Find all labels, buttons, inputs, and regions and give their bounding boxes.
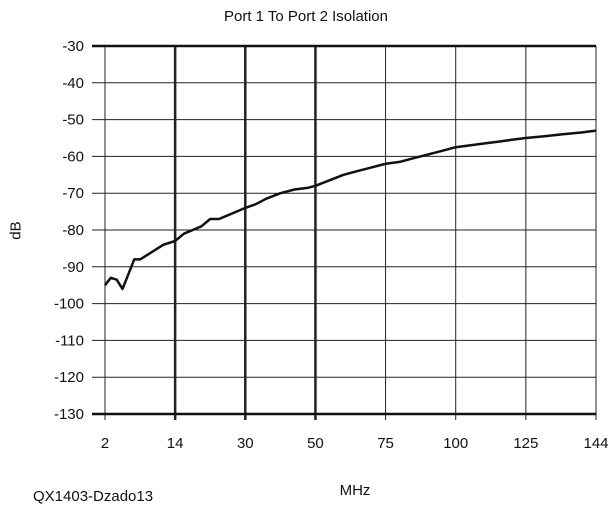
y-tick-label: -100 — [54, 296, 84, 313]
y-tick-label: -110 — [55, 332, 84, 349]
figure-caption: QX1403-Dzado13 — [33, 488, 154, 505]
isolation-series-line — [104, 129, 597, 291]
y-tick-label: -90 — [62, 259, 84, 276]
y-tick-label: -120 — [54, 369, 84, 386]
x-tick-label: 30 — [237, 435, 254, 452]
y-tick-label: -80 — [62, 222, 84, 239]
y-tick-label: -60 — [62, 148, 84, 165]
x-tick-label: 125 — [513, 435, 538, 452]
x-tick-label: 14 — [167, 435, 184, 452]
x-tick-label: 75 — [377, 435, 394, 452]
y-tick-label: -50 — [62, 112, 84, 129]
x-axis-label: MHz — [339, 482, 371, 499]
x-tick-label: 100 — [443, 435, 468, 452]
y-tick-label: -30 — [62, 38, 84, 55]
x-tick-label: 50 — [307, 435, 324, 452]
chart-title: Port 1 To Port 2 Isolation — [224, 8, 388, 25]
y-tick-label: -40 — [62, 75, 84, 92]
x-tick-label: 144 — [583, 435, 608, 452]
x-tick-label: 2 — [101, 435, 109, 452]
y-tick-label: -130 — [54, 406, 84, 423]
y-tick-label: -70 — [62, 185, 84, 202]
